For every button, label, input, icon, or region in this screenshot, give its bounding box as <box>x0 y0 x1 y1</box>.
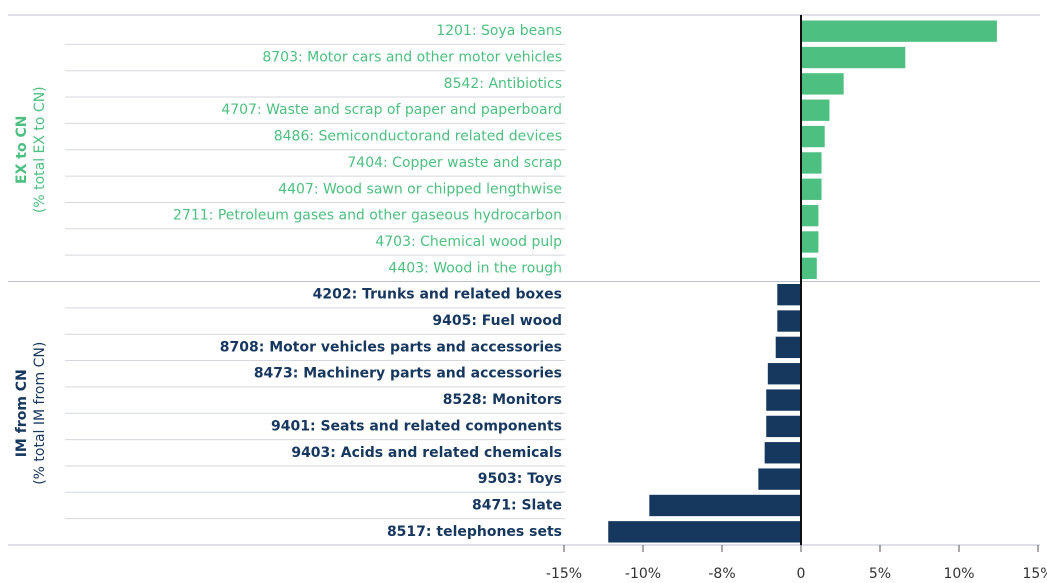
bar <box>801 99 830 121</box>
bar <box>801 204 819 227</box>
category-label: 4403: Wood in the rough <box>388 260 562 276</box>
bar <box>775 336 801 359</box>
x-tick-label: 10% <box>943 566 974 582</box>
x-tick-label: 5% <box>869 566 891 582</box>
bar <box>801 73 844 95</box>
group-subtitle: (% total EX to CN) <box>32 86 48 213</box>
bar <box>766 415 801 438</box>
category-label: 9405: Fuel wood <box>432 313 562 329</box>
category-label: 4407: Wood sawn or chipped lengthwise <box>278 181 562 197</box>
category-label: 8542: Antibiotics <box>444 76 562 92</box>
category-label: 9401: Seats and related components <box>271 418 562 434</box>
bar <box>608 521 801 543</box>
bar <box>649 494 801 517</box>
bar <box>777 284 801 306</box>
bar <box>801 20 997 42</box>
bar <box>758 468 801 490</box>
x-tick-label: 0 <box>797 566 806 582</box>
bar <box>764 442 801 464</box>
category-label: 9503: Toys <box>478 471 562 487</box>
group-label: IM from CN <box>14 369 30 457</box>
category-label: 4202: Trunks and related boxes <box>313 287 562 303</box>
category-label: 8528: Monitors <box>443 392 562 408</box>
bar <box>801 178 822 200</box>
bar <box>801 46 906 69</box>
category-label: 1201: Soya beans <box>436 23 562 39</box>
x-tick-label: -10% <box>625 566 661 582</box>
bar <box>801 257 817 279</box>
bar <box>801 152 822 174</box>
x-tick-label: -8% <box>708 566 735 582</box>
category-label: 8708: Motor vehicles parts and accessori… <box>220 339 562 355</box>
category-label: 9403: Acids and related chemicals <box>291 445 562 461</box>
bar <box>766 389 801 411</box>
category-label: 2711: Petroleum gases and other gaseous … <box>173 208 562 224</box>
category-label: 8517: telephones sets <box>387 524 562 540</box>
category-label: 7404: Copper waste and scrap <box>347 155 562 171</box>
category-label: 8473: Machinery parts and accessories <box>254 366 562 382</box>
bar <box>801 231 819 253</box>
x-tick-label: 15% <box>1022 566 1047 582</box>
x-tick-label: -15% <box>546 566 582 582</box>
category-label: 8703: Motor cars and other motor vehicle… <box>262 50 562 66</box>
bar <box>767 363 801 385</box>
category-label: 8486: Semiconductorand related devices <box>274 129 562 145</box>
category-label: 4703: Chemical wood pulp <box>375 234 562 250</box>
category-label: 8471: Slate <box>472 497 562 513</box>
bar <box>777 310 801 332</box>
bar <box>801 125 825 148</box>
category-label: 4707: Waste and scrap of paper and paper… <box>221 102 562 118</box>
group-label: EX to CN <box>14 116 30 184</box>
group-subtitle: (% total IM from CN) <box>32 342 48 485</box>
